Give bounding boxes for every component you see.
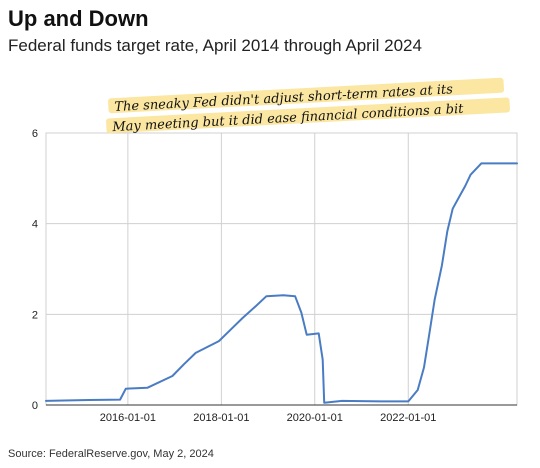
chart-title: Up and Down (8, 6, 149, 31)
y-tick-label: 2 (32, 309, 38, 321)
x-tick-label: 2016-01-01 (100, 412, 156, 424)
annotation: The sneaky Fed didn't adjust short-term … (106, 77, 510, 135)
grid (45, 132, 518, 406)
x-tick-label: 2020-01-01 (287, 412, 343, 424)
series-line-0 (45, 162, 518, 404)
axis-ticks: 0 2 4 6 2016-01-01 2018-01-01 2020-01-01 2022-0… (32, 128, 437, 424)
annotation-highlight-1 (108, 77, 504, 114)
annotation-highlight-2 (106, 97, 510, 134)
x-tick-label: 2022-01-01 (380, 412, 436, 424)
x-tick-label: 2018-01-01 (193, 412, 249, 424)
y-tick-label: 6 (32, 128, 38, 140)
y-tick-label: 0 (32, 400, 38, 412)
chart-subtitle: Federal funds target rate, April 2014 th… (8, 36, 422, 55)
plot-frame (45, 132, 518, 406)
y-tick-label: 4 (32, 219, 38, 231)
series-layer (45, 162, 518, 404)
source-note: Source: FederalReserve.gov, May 2, 2024 (8, 448, 214, 460)
